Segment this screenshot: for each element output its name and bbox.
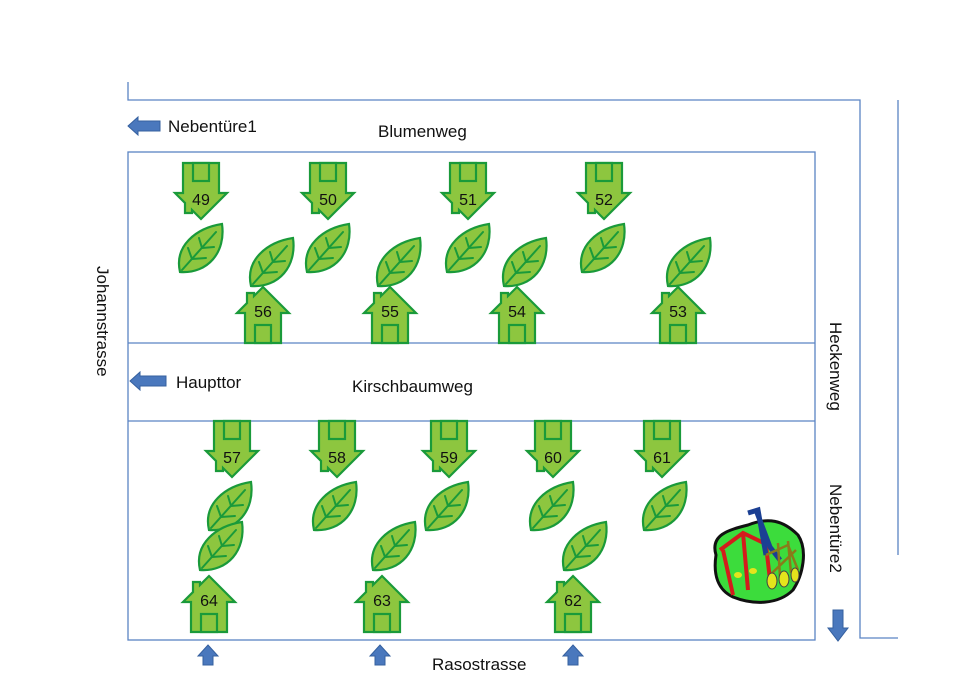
plot-number: 52 bbox=[595, 192, 613, 209]
house-icon bbox=[204, 419, 260, 479]
plot-number: 56 bbox=[254, 304, 272, 321]
plot-50: 50 bbox=[300, 161, 356, 274]
leaf-icon bbox=[197, 520, 244, 572]
plot-number: 61 bbox=[653, 450, 671, 467]
plot-62: 62 bbox=[545, 520, 608, 634]
leaf-icon bbox=[579, 222, 626, 274]
house-icon bbox=[309, 419, 365, 479]
plot-number: 50 bbox=[319, 192, 337, 209]
plot-number: 55 bbox=[381, 304, 399, 321]
plot-52: 52 bbox=[576, 161, 632, 274]
plot-54: 54 bbox=[489, 236, 548, 345]
street-label-top: Blumenweg bbox=[378, 122, 467, 141]
plot-number: 54 bbox=[508, 304, 526, 321]
leaf-icon bbox=[375, 236, 422, 288]
plot-63: 63 bbox=[354, 520, 417, 634]
leaf-icon bbox=[177, 222, 224, 274]
street-label-right: Heckenweg bbox=[826, 322, 845, 411]
plot-number: 59 bbox=[440, 450, 458, 467]
plot-number: 57 bbox=[223, 450, 241, 467]
plot-56: 56 bbox=[235, 236, 295, 345]
plot-60: 60 bbox=[525, 419, 581, 532]
plot-53: 53 bbox=[650, 236, 712, 345]
leaf-icon bbox=[561, 520, 608, 572]
house-icon bbox=[300, 161, 356, 221]
plot-number: 53 bbox=[669, 304, 687, 321]
entrance-label-side1: Nebentüre1 bbox=[168, 117, 257, 136]
leaf-icon bbox=[501, 236, 548, 288]
bottom-entrances bbox=[196, 644, 585, 666]
house-icon bbox=[421, 419, 477, 479]
playground-icon bbox=[713, 506, 805, 604]
plot-number: 64 bbox=[200, 593, 218, 610]
street-label-middle: Kirschbaumweg bbox=[352, 377, 473, 396]
plot-55: 55 bbox=[362, 236, 422, 345]
street-label-left: Johannstrasse bbox=[93, 266, 112, 377]
leaf-icon bbox=[641, 480, 688, 532]
plots: 49 50 51 52 56 55 54 53 57 58 59 60 61 64 63 62 bbox=[173, 161, 712, 634]
leaf-icon bbox=[248, 236, 295, 288]
leaf-icon bbox=[423, 480, 470, 532]
house-icon bbox=[576, 161, 632, 221]
house-icon bbox=[634, 419, 690, 479]
entrance-arrow-icon bbox=[129, 370, 167, 392]
entrance-label-main: Haupttor bbox=[176, 373, 242, 392]
leaf-icon bbox=[304, 222, 351, 274]
leaf-icon bbox=[370, 520, 417, 572]
plot-61: 61 bbox=[634, 419, 690, 532]
leaf-icon bbox=[665, 236, 712, 288]
plot-number: 58 bbox=[328, 450, 346, 467]
street-label-bottom: Rasostrasse bbox=[432, 655, 526, 674]
entrance-arrow-icon bbox=[826, 609, 850, 642]
plot-59: 59 bbox=[421, 419, 477, 532]
leaf-icon bbox=[206, 480, 253, 532]
plot-number: 51 bbox=[459, 192, 477, 209]
entrance-arrow-icon bbox=[196, 644, 220, 666]
plot-number: 62 bbox=[564, 593, 582, 610]
entrance-arrow-icon bbox=[127, 115, 161, 137]
house-icon bbox=[525, 419, 581, 479]
plot-58: 58 bbox=[309, 419, 365, 532]
leaf-icon bbox=[528, 480, 575, 532]
entrance-arrow-icon bbox=[368, 644, 392, 666]
plot-57: 57 bbox=[204, 419, 260, 532]
leaf-icon bbox=[311, 480, 358, 532]
plot-number: 63 bbox=[373, 593, 391, 610]
entrance-label-side2: Nebentüre2 bbox=[826, 484, 845, 573]
plot-49: 49 bbox=[173, 161, 229, 274]
leaf-icon bbox=[444, 222, 491, 274]
house-icon bbox=[440, 161, 496, 221]
plot-51: 51 bbox=[440, 161, 496, 274]
plot-number: 49 bbox=[192, 192, 210, 209]
plot-64: 64 bbox=[181, 520, 244, 634]
plot-number: 60 bbox=[544, 450, 562, 467]
entrance-arrow-icon bbox=[561, 644, 585, 666]
house-icon bbox=[173, 161, 229, 221]
